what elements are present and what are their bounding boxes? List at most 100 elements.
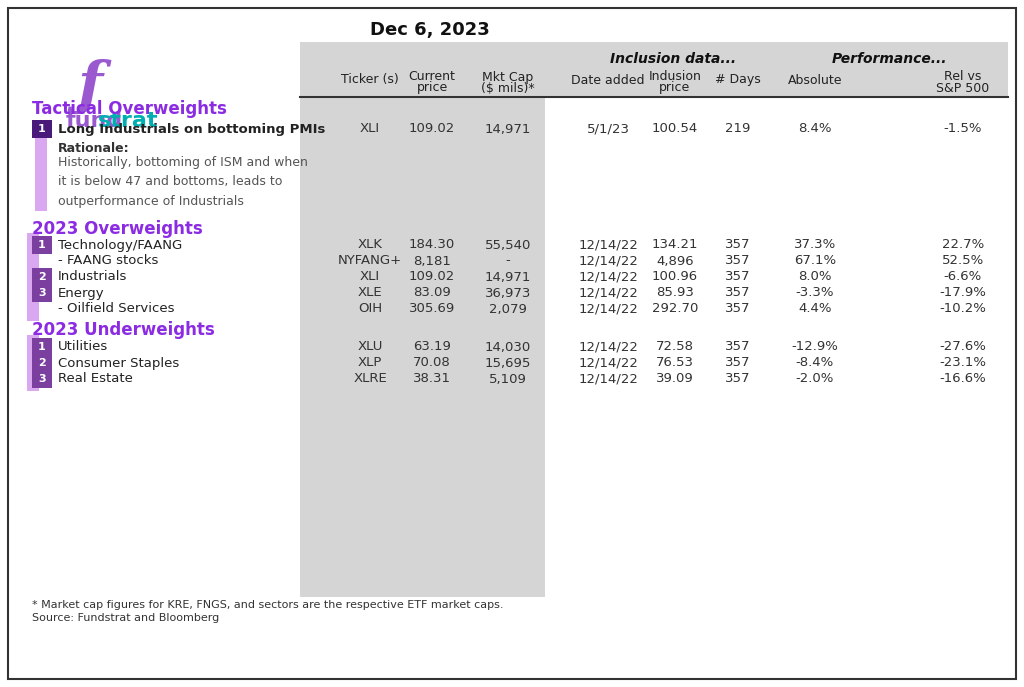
Text: 2023 Overweights: 2023 Overweights [32,220,203,238]
Text: Dec 6, 2023: Dec 6, 2023 [370,21,489,39]
Text: 14,971: 14,971 [484,271,531,284]
FancyBboxPatch shape [32,370,52,388]
Text: 76.53: 76.53 [656,357,694,370]
Text: 8.4%: 8.4% [799,122,831,135]
Text: 4,896: 4,896 [656,254,694,267]
FancyBboxPatch shape [32,236,52,254]
Text: Technology/FAANG: Technology/FAANG [58,238,182,251]
Text: 357: 357 [725,254,751,267]
Text: -27.6%: -27.6% [940,341,986,354]
Text: XLRE: XLRE [353,372,387,385]
Text: 14,971: 14,971 [484,122,531,135]
Text: 39.09: 39.09 [656,372,694,385]
Text: Ticker (s): Ticker (s) [341,73,399,85]
Text: Energy: Energy [58,286,104,300]
Text: fund: fund [66,111,123,131]
Text: 357: 357 [725,341,751,354]
Text: 14,030: 14,030 [485,341,531,354]
Text: -23.1%: -23.1% [939,357,986,370]
Text: 100.96: 100.96 [652,271,698,284]
Text: Industrials: Industrials [58,271,127,284]
FancyBboxPatch shape [32,268,52,286]
Text: 109.02: 109.02 [409,271,455,284]
FancyBboxPatch shape [32,338,52,356]
Text: 357: 357 [725,302,751,315]
Text: 134.21: 134.21 [651,238,698,251]
Text: 2,079: 2,079 [489,302,527,315]
Text: 219: 219 [725,122,751,135]
Text: 15,695: 15,695 [484,357,531,370]
Text: 357: 357 [725,271,751,284]
Text: -12.9%: -12.9% [792,341,839,354]
Text: XLU: XLU [357,341,383,354]
FancyBboxPatch shape [32,354,52,372]
FancyBboxPatch shape [27,335,39,391]
Text: 12/14/22: 12/14/22 [579,372,638,385]
Text: 63.19: 63.19 [413,341,451,354]
Text: XLK: XLK [357,238,383,251]
Text: Inclusion data...: Inclusion data... [610,52,736,66]
Text: 184.30: 184.30 [409,238,455,251]
Text: -2.0%: -2.0% [796,372,835,385]
Text: 357: 357 [725,286,751,300]
Text: strat: strat [98,111,159,131]
FancyBboxPatch shape [35,138,47,211]
Text: 357: 357 [725,238,751,251]
Text: 67.1%: 67.1% [794,254,836,267]
Text: XLI: XLI [360,271,380,284]
Text: -16.6%: -16.6% [940,372,986,385]
Text: - FAANG stocks: - FAANG stocks [58,254,159,267]
Text: XLI: XLI [360,122,380,135]
Text: 83.09: 83.09 [413,286,451,300]
Text: 357: 357 [725,357,751,370]
Text: -10.2%: -10.2% [940,302,986,315]
Text: 5,109: 5,109 [489,372,527,385]
Text: 3: 3 [38,374,46,384]
Text: -17.9%: -17.9% [940,286,986,300]
FancyBboxPatch shape [300,42,1008,97]
Text: - Oilfield Services: - Oilfield Services [58,302,174,315]
Text: 2023 Underweights: 2023 Underweights [32,321,215,339]
Text: ƒ: ƒ [78,59,102,115]
Text: 4.4%: 4.4% [799,302,831,315]
Text: OIH: OIH [358,302,382,315]
Text: # Days: # Days [715,74,761,87]
Text: 52.5%: 52.5% [942,254,984,267]
Text: Date added: Date added [571,74,645,87]
Text: 3: 3 [38,288,46,298]
Text: 109.02: 109.02 [409,122,455,135]
Text: Tactical Overweights: Tactical Overweights [32,100,227,118]
Text: Rationale:: Rationale: [58,142,130,155]
Text: -3.3%: -3.3% [796,286,835,300]
Text: Historically, bottoming of ISM and when
it is below 47 and bottoms, leads to
out: Historically, bottoming of ISM and when … [58,156,308,208]
Text: Performance...: Performance... [831,52,947,66]
Text: 12/14/22: 12/14/22 [579,271,638,284]
Text: 357: 357 [725,372,751,385]
Text: 1: 1 [38,240,46,250]
Text: 1: 1 [38,124,46,134]
Text: price: price [417,82,447,95]
Text: 1: 1 [38,342,46,352]
FancyBboxPatch shape [300,97,545,597]
Text: 292.70: 292.70 [652,302,698,315]
Text: Utilities: Utilities [58,341,109,354]
Text: 8,181: 8,181 [413,254,451,267]
Text: Rel vs: Rel vs [944,71,982,84]
Text: 8.0%: 8.0% [799,271,831,284]
Text: 305.69: 305.69 [409,302,455,315]
Text: NYFANG+: NYFANG+ [338,254,402,267]
Text: 70.08: 70.08 [413,357,451,370]
Text: S&P 500: S&P 500 [936,82,989,95]
Text: XLP: XLP [357,357,382,370]
Text: 37.3%: 37.3% [794,238,837,251]
Text: 12/14/22: 12/14/22 [579,286,638,300]
Text: 2: 2 [38,272,46,282]
Text: Current: Current [409,71,456,84]
Text: 5/1/23: 5/1/23 [587,122,630,135]
FancyBboxPatch shape [8,8,1016,679]
Text: 2: 2 [38,358,46,368]
Text: 55,540: 55,540 [484,238,531,251]
Text: Long Industrials on bottoming PMIs: Long Industrials on bottoming PMIs [58,122,326,135]
Text: 38.31: 38.31 [413,372,451,385]
Text: Real Estate: Real Estate [58,372,133,385]
